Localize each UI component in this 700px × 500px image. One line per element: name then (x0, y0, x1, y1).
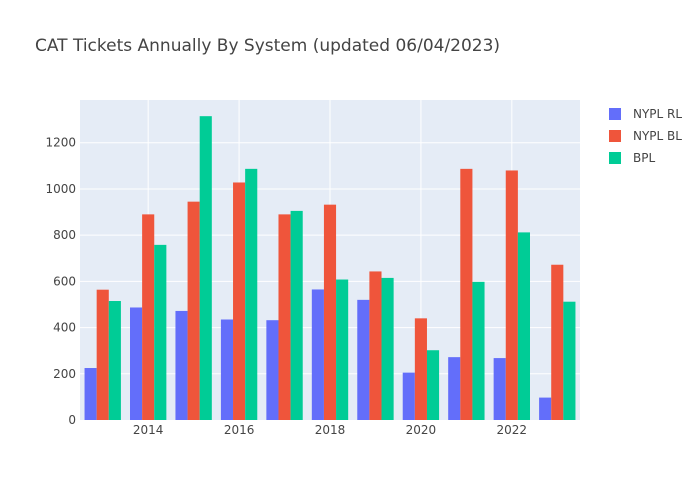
bar-nypl-bl-2020[interactable] (414, 318, 427, 420)
y-tick-label: 400 (53, 321, 76, 335)
chart-title: CAT Tickets Annually By System (updated … (35, 36, 500, 56)
legend-swatch (609, 108, 621, 120)
y-tick-label: 1000 (45, 182, 76, 196)
bar-bpl-2023[interactable] (563, 301, 576, 420)
bar-nypl-rl-2017[interactable] (266, 320, 279, 420)
x-tick-label: 2014 (133, 423, 164, 437)
x-tick-label: 2018 (315, 423, 346, 437)
x-tick-label: 2020 (406, 423, 437, 437)
bar-nypl-rl-2018[interactable] (311, 289, 324, 420)
legend-item-bpl[interactable]: BPL (609, 151, 655, 165)
bar-nypl-bl-2018[interactable] (323, 204, 337, 420)
bar-nypl-bl-2021[interactable] (460, 168, 473, 420)
y-tick-label: 600 (53, 274, 76, 288)
bar-nypl-rl-2014[interactable] (130, 307, 143, 420)
bar-nypl-bl-2017[interactable] (278, 214, 291, 420)
legend-label: NYPL BL (633, 129, 682, 143)
y-tick-label: 0 (68, 413, 76, 427)
bar-nypl-bl-2015[interactable] (187, 201, 200, 420)
legend-swatch (609, 152, 621, 164)
bar-bpl-2015[interactable] (199, 116, 212, 421)
x-tick-label: 2022 (497, 423, 528, 437)
y-tick-label: 800 (53, 228, 76, 242)
bar-nypl-bl-2013[interactable] (96, 289, 109, 420)
bar-nypl-rl-2019[interactable] (357, 299, 370, 420)
bar-nypl-rl-2022[interactable] (493, 358, 506, 420)
legend-item-nypl-rl[interactable]: NYPL RL (609, 107, 682, 121)
x-tick-label: 2016 (224, 423, 255, 437)
legend-label: NYPL RL (633, 107, 682, 121)
bar-bpl-2020[interactable] (426, 350, 440, 420)
bars[interactable] (84, 116, 576, 421)
legend[interactable]: NYPL RL NYPL BL BPL (609, 107, 682, 165)
bar-nypl-rl-2020[interactable] (402, 372, 415, 420)
bar-bpl-2014[interactable] (154, 244, 167, 420)
bar-bpl-2013[interactable] (108, 301, 121, 420)
bar-nypl-rl-2015[interactable] (175, 310, 188, 420)
bar-nypl-bl-2023[interactable] (551, 264, 564, 420)
bar-nypl-bl-2016[interactable] (233, 182, 246, 420)
bar-bpl-2021[interactable] (472, 281, 485, 420)
bar-nypl-rl-2023[interactable] (539, 397, 552, 420)
y-axis: 0 200 400 600 800 1000 1200 (45, 136, 76, 427)
bar-bpl-2019[interactable] (381, 277, 394, 420)
bar-nypl-bl-2014[interactable] (142, 214, 155, 420)
bar-bpl-2018[interactable] (336, 279, 349, 420)
bar-bpl-2022[interactable] (517, 232, 530, 420)
x-axis: 2014 2016 2018 2020 2022 (133, 423, 527, 437)
bar-nypl-rl-2021[interactable] (448, 357, 461, 420)
legend-label: BPL (633, 151, 655, 165)
bar-bpl-2016[interactable] (245, 168, 258, 420)
y-tick-label: 1200 (45, 136, 76, 150)
bar-nypl-rl-2013[interactable] (84, 368, 97, 420)
bar-nypl-bl-2022[interactable] (505, 170, 518, 420)
bar-nypl-bl-2019[interactable] (369, 271, 382, 420)
bar-bpl-2017[interactable] (290, 210, 303, 420)
legend-swatch (609, 130, 621, 142)
legend-item-nypl-bl[interactable]: NYPL BL (609, 129, 682, 143)
y-tick-label: 200 (53, 367, 76, 381)
bar-nypl-rl-2016[interactable] (220, 319, 234, 420)
